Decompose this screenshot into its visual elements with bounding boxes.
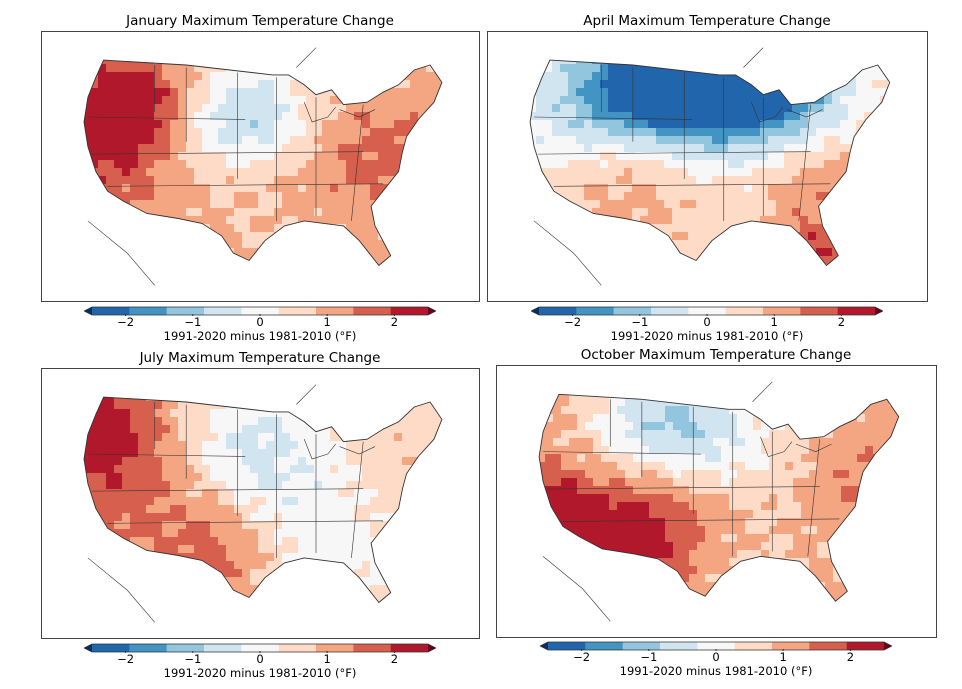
colorbar-tick-label: 1 — [780, 650, 787, 663]
colorbar-tick-label: −2 — [117, 315, 134, 328]
colorbar-tick-label: −2 — [117, 652, 134, 665]
colorbar-bin — [278, 644, 317, 652]
boundary-lines — [83, 47, 443, 286]
colorbar-bin — [316, 644, 354, 652]
colorbar-bin — [576, 307, 614, 315]
colorbar-bin — [278, 307, 317, 315]
country-outline — [83, 396, 443, 604]
colorbar-tick-label: 1 — [324, 652, 331, 665]
colorbar-bin — [92, 307, 130, 315]
colorbar-bin — [539, 307, 577, 315]
colorbar-tick-label: −2 — [573, 650, 590, 663]
colorbar-bin — [390, 307, 429, 315]
map-frame — [487, 31, 928, 302]
colorbar-max-extend — [875, 307, 883, 315]
colorbar-bin — [92, 644, 130, 652]
colorbar-bin — [734, 642, 773, 650]
map-frame — [41, 31, 480, 302]
colorbar-label: 1991-2020 minus 1981-2010 (°F) — [163, 666, 357, 680]
colorbar-bin — [622, 642, 661, 650]
country-outline — [83, 59, 443, 267]
country-outline — [529, 59, 891, 267]
colorbar-bin — [316, 307, 354, 315]
boundary-lines — [529, 47, 891, 286]
colorbar-tick-label: 0 — [703, 315, 710, 328]
colorbar-bin — [837, 307, 876, 315]
colorbar-label: 1991-2020 minus 1981-2010 (°F) — [610, 329, 804, 343]
colorbar-tick-label: 2 — [838, 315, 845, 328]
colorbar-bin — [725, 307, 764, 315]
map-title: April Maximum Temperature Change — [583, 13, 831, 29]
choropleth-map — [529, 47, 891, 286]
colorbar-bin — [353, 644, 391, 652]
colorbar-tick-label: −1 — [631, 315, 648, 328]
boundary-lines — [538, 381, 900, 622]
colorbar-bin — [846, 642, 885, 650]
colorbar-tick-label: −2 — [564, 315, 581, 328]
colorbar-tick-label: 1 — [771, 315, 778, 328]
colorbar-bin — [390, 644, 429, 652]
colorbar-tick-label: 0 — [256, 315, 263, 328]
colorbar-gradient — [83, 643, 437, 653]
map-title: January Maximum Temperature Change — [126, 13, 394, 29]
colorbar-bin — [353, 307, 391, 315]
map-frame — [496, 365, 937, 638]
colorbar-bin — [697, 642, 735, 650]
colorbar-bin — [800, 307, 838, 315]
colorbar-tick-label: 2 — [391, 652, 398, 665]
colorbar-bin — [204, 307, 242, 315]
colorbar-bin — [585, 642, 623, 650]
temperature-field — [530, 60, 890, 266]
temperature-field — [84, 60, 442, 266]
colorbar-bin — [809, 642, 847, 650]
colorbar-max-extend — [428, 644, 436, 652]
colorbar-bin — [688, 307, 726, 315]
colorbar-tick-label: 2 — [847, 650, 854, 663]
choropleth-map — [83, 384, 443, 623]
country-outline — [538, 393, 900, 602]
colorbar-bin — [613, 307, 652, 315]
colorbar-min-extend — [540, 642, 548, 650]
colorbar-tick-label: −1 — [184, 652, 201, 665]
map-title: July Maximum Temperature Change — [139, 350, 381, 366]
map-title: October Maximum Temperature Change — [580, 347, 852, 363]
colorbar-min-extend — [531, 307, 539, 315]
colorbar-tick-label: 2 — [391, 315, 398, 328]
colorbar-tick-label: 0 — [256, 652, 263, 665]
colorbar-ticks: −2 −1 0 1 2 — [564, 314, 845, 328]
colorbar-min-extend — [84, 307, 92, 315]
colorbar-bin — [166, 307, 205, 315]
choropleth-map — [538, 381, 900, 622]
boundary-lines — [83, 384, 443, 623]
colorbar-bin — [166, 644, 205, 652]
colorbar-bin — [129, 644, 167, 652]
colorbar-bin — [548, 642, 586, 650]
colorbar-bin — [204, 644, 242, 652]
colorbar-max-extend — [428, 307, 436, 315]
colorbar-label: 1991-2020 minus 1981-2010 (°F) — [163, 329, 357, 343]
colorbar-min-extend — [84, 644, 92, 652]
colorbar-bin — [241, 307, 279, 315]
colorbar-bin — [129, 307, 167, 315]
colorbar-ticks: −2 −1 0 1 2 — [117, 314, 398, 328]
colorbar-bin — [772, 642, 810, 650]
colorbar-bin — [651, 307, 689, 315]
colorbar-bin — [660, 642, 698, 650]
colorbar-ticks: −2 −1 0 1 2 — [573, 649, 854, 663]
colorbar-bin — [763, 307, 801, 315]
temperature-field — [539, 394, 899, 602]
colorbar-tick-label: 0 — [712, 650, 719, 663]
colorbar-tick-label: −1 — [184, 315, 201, 328]
colorbar-ticks: −2 −1 0 1 2 — [117, 651, 398, 665]
colorbar-max-extend — [884, 642, 892, 650]
colorbar-label: 1991-2020 minus 1981-2010 (°F) — [619, 664, 813, 678]
colorbar-tick-label: −1 — [640, 650, 657, 663]
colorbar-bin — [241, 644, 279, 652]
choropleth-map — [83, 47, 443, 286]
colorbar — [83, 640, 437, 656]
colorbar-tick-label: 1 — [324, 315, 331, 328]
map-frame — [41, 368, 480, 639]
temperature-field — [84, 397, 442, 603]
